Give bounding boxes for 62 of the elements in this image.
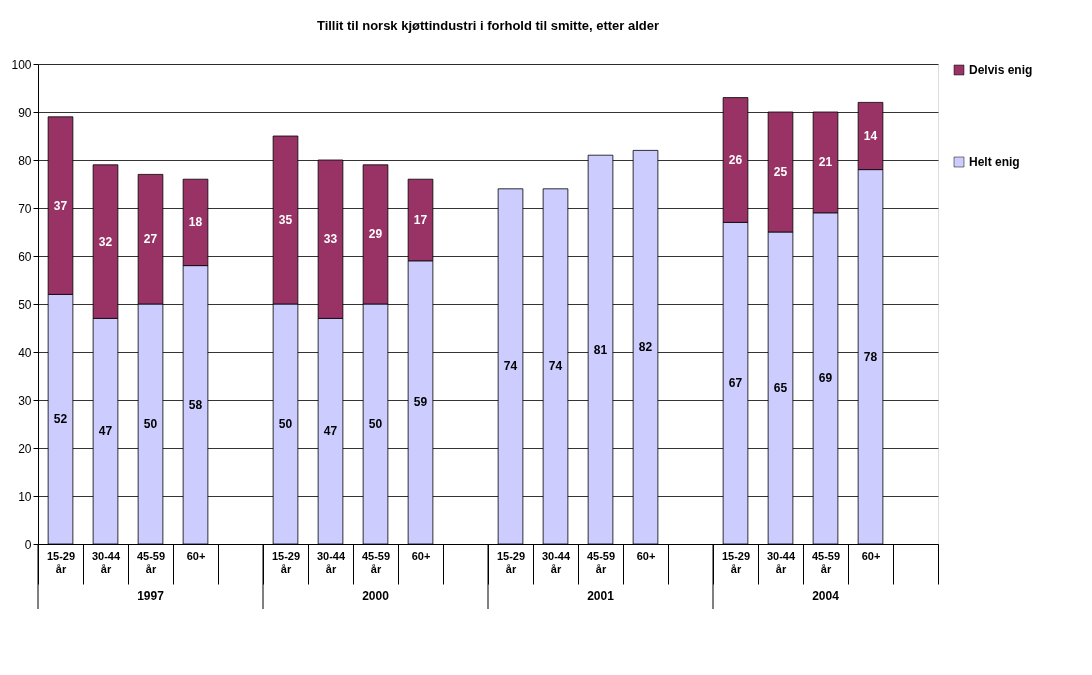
data-label: 65	[773, 381, 788, 395]
data-label: 47	[98, 424, 113, 439]
x-tick-label: 15-29 år	[496, 549, 526, 575]
data-label: 35	[278, 213, 293, 227]
x-tick-label: 30-44 år	[316, 549, 346, 575]
text: 2001	[587, 589, 615, 603]
y-tick-label: 50	[18, 297, 32, 312]
data-label: 33	[323, 232, 338, 247]
text: 2004	[812, 589, 840, 603]
data-label: 14	[863, 129, 878, 143]
y-tick-label: 40	[18, 345, 32, 360]
data-label: 37	[53, 198, 68, 213]
data-label: 32	[98, 234, 113, 249]
data-label: 50	[143, 417, 158, 431]
data-label: 74	[503, 359, 518, 374]
x-tick-label: 60+	[186, 549, 206, 562]
data-label: 50	[278, 417, 293, 431]
y-tick-label: 20	[18, 441, 32, 456]
x-tick-label: 30-44 år	[766, 549, 796, 575]
data-label: 81	[593, 342, 608, 357]
data-label: 59	[413, 395, 428, 410]
data-label: 52	[53, 412, 68, 427]
x-tick-label: 45-59 år	[361, 549, 391, 575]
data-label: 18	[188, 215, 203, 230]
data-label: 50	[368, 417, 383, 431]
legend-label: Helt enig	[969, 155, 1020, 169]
x-tick-label: 45-59 år	[586, 549, 616, 575]
x-tick-label: 60+	[861, 549, 881, 562]
data-label: 58	[188, 397, 203, 412]
data-label: 25	[773, 165, 788, 179]
data-label: 74	[548, 359, 563, 374]
x-tick-label: 60+	[636, 549, 656, 562]
y-tick-label: 10	[18, 489, 32, 504]
y-tick-label: 60	[18, 249, 32, 264]
x-tick-label: 15-29 år	[46, 549, 76, 575]
x-tick-label: 15-29 år	[271, 549, 301, 575]
data-label: 47	[323, 424, 338, 439]
x-tick-label: 45-59 år	[136, 549, 166, 575]
y-tick-label: 70	[18, 201, 32, 216]
data-label: 29	[368, 227, 383, 242]
text: 2000	[362, 589, 390, 603]
data-label: 67	[728, 376, 743, 391]
data-label: 26	[728, 153, 743, 167]
y-tick-label: 30	[18, 393, 32, 408]
y-tick-label: 80	[18, 153, 32, 168]
y-tick-label: 0	[24, 537, 32, 552]
data-label: 82	[638, 340, 653, 355]
x-tick-label: 30-44 år	[91, 549, 121, 575]
data-label: 78	[863, 349, 878, 364]
chart-title: Tillit til norsk kjøttindustri i forhold til smitte, etter alder	[316, 18, 660, 33]
y-tick-label: 100	[11, 57, 32, 72]
x-tick-label: 15-29 år	[721, 549, 751, 575]
data-label: 69	[818, 371, 833, 386]
data-label: 27	[143, 232, 158, 247]
x-tick-label: 45-59 år	[811, 549, 841, 575]
legend-label: Delvis enig	[969, 63, 1033, 77]
text: 1997	[137, 589, 165, 603]
data-label: 17	[413, 213, 428, 227]
x-tick-label: 60+	[411, 549, 431, 562]
y-tick-label: 90	[18, 105, 32, 120]
x-tick-label: 30-44 år	[541, 549, 571, 575]
data-label: 21	[818, 155, 833, 170]
